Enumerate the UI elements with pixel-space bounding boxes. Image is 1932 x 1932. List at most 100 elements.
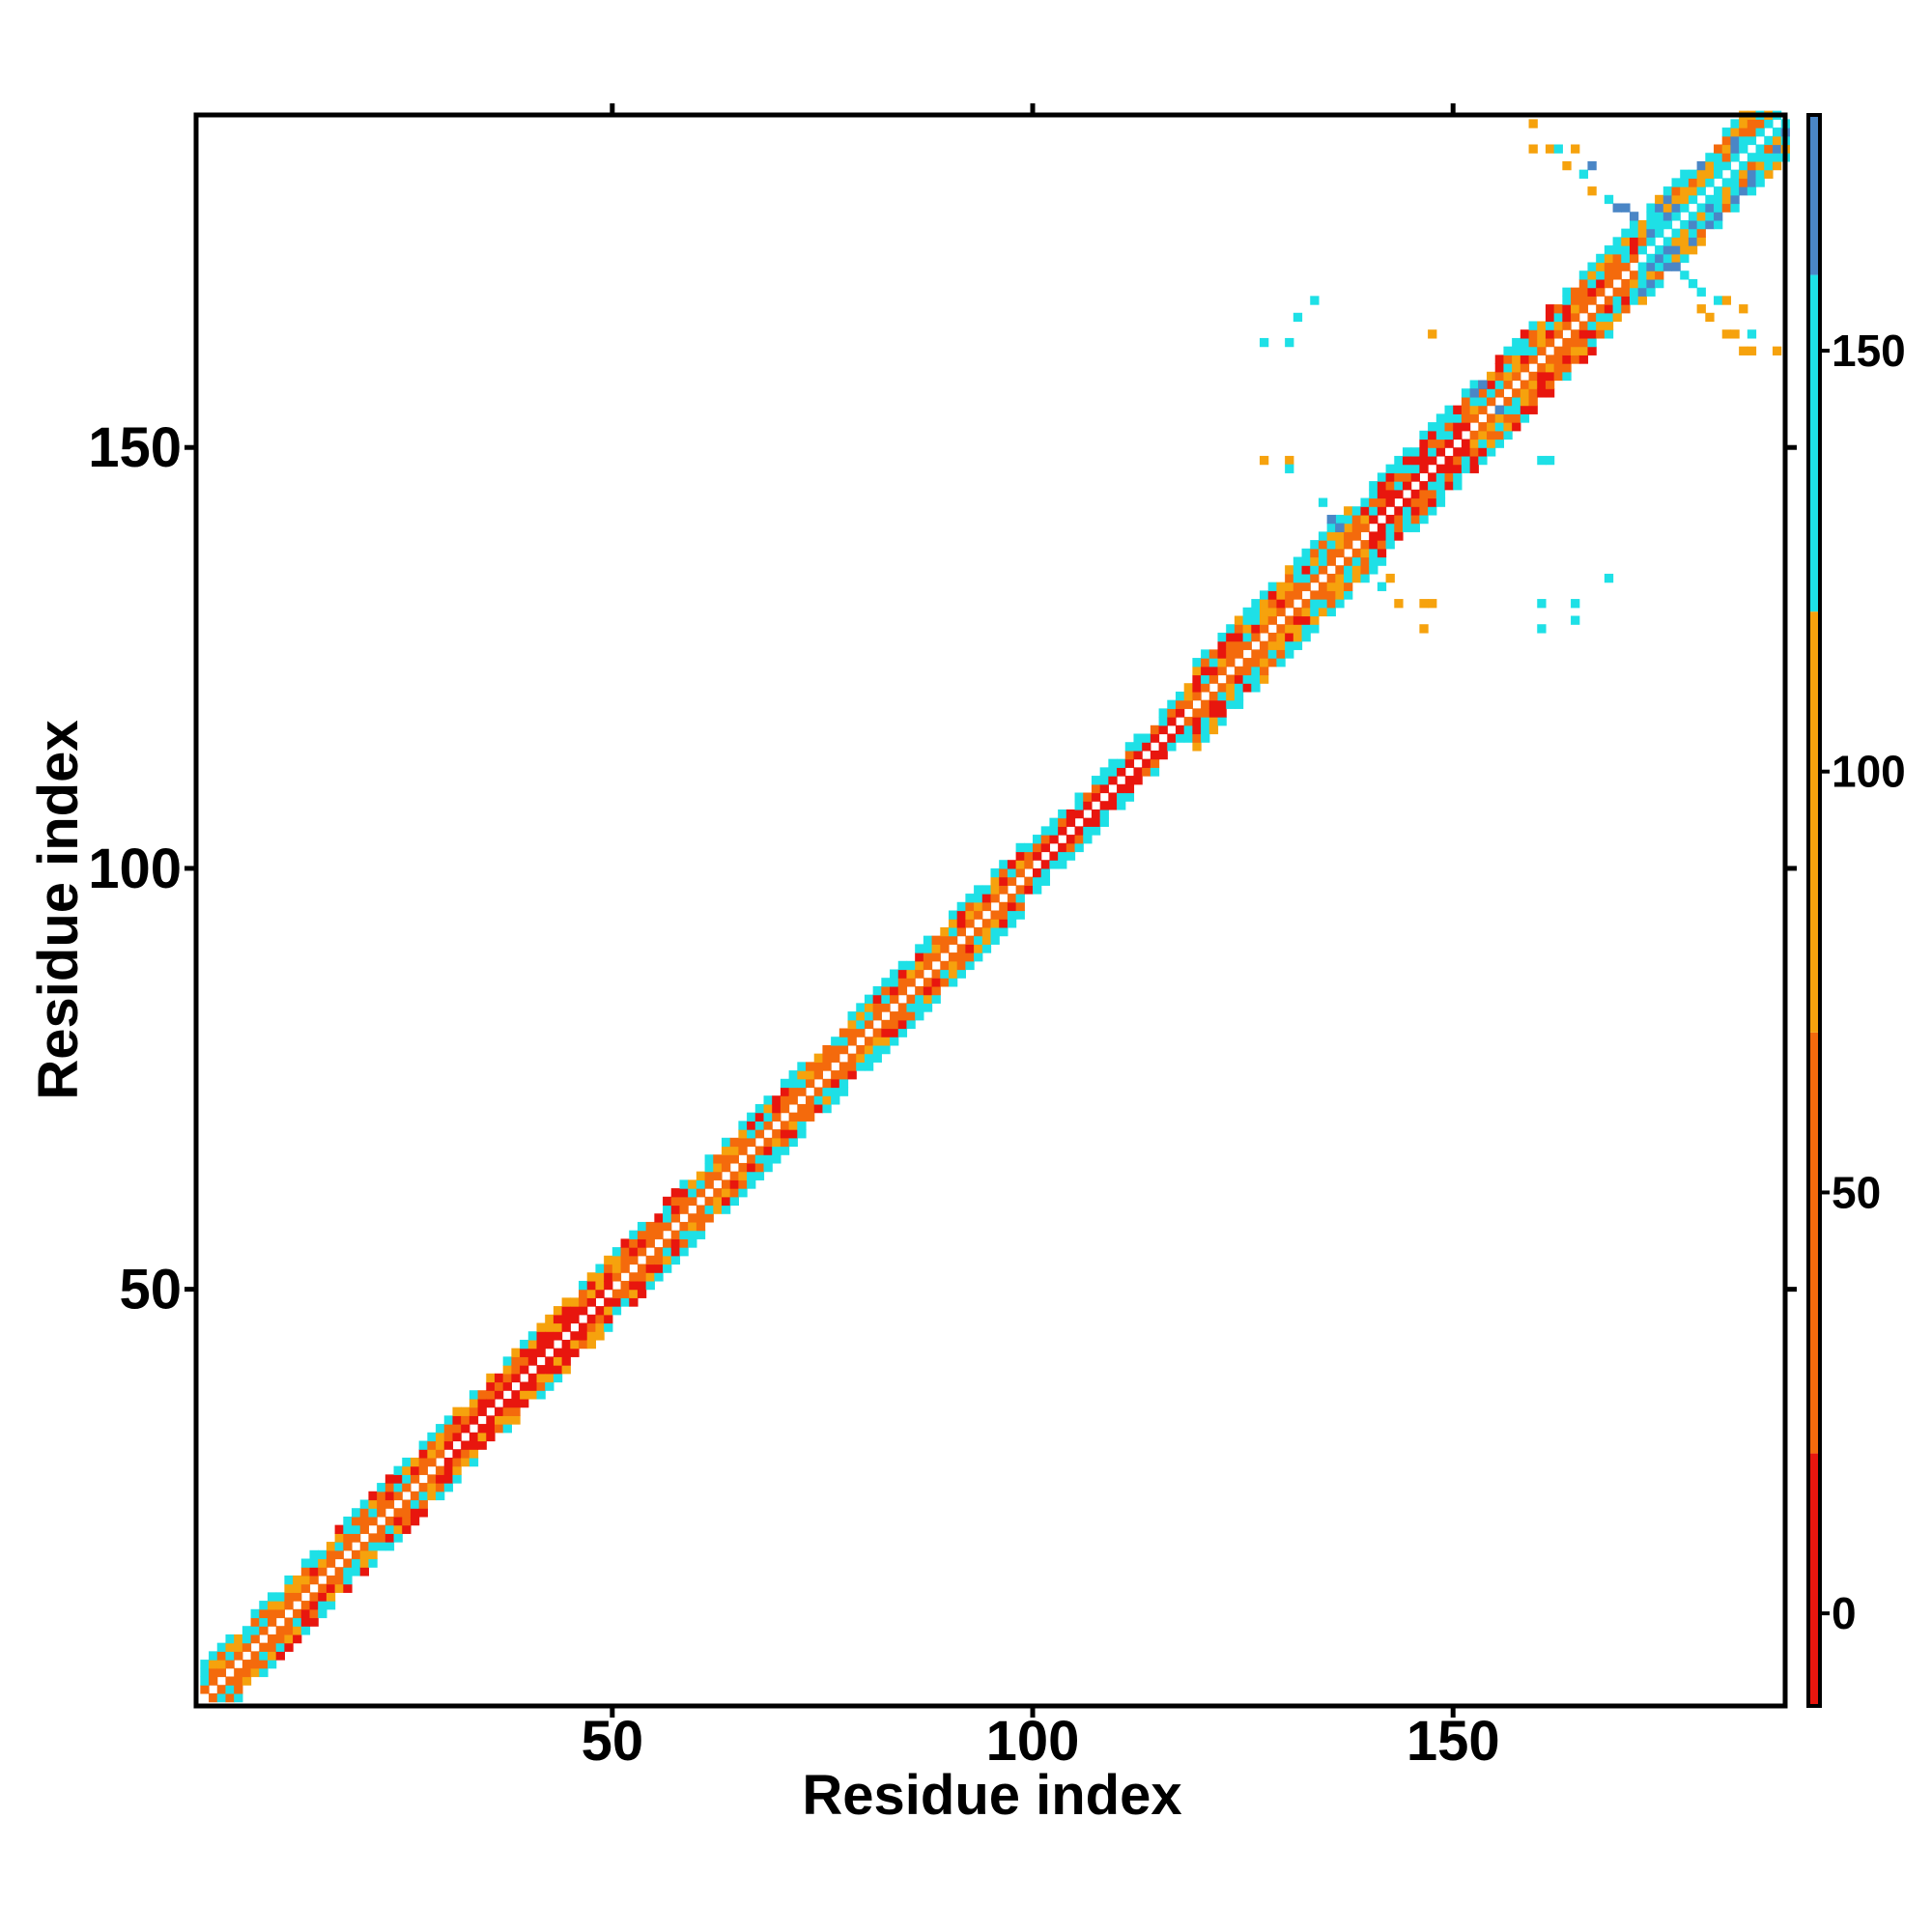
contact-cell: [1571, 599, 1580, 609]
heatmap-cell: [1276, 624, 1286, 634]
heatmap-cell: [352, 1567, 361, 1577]
x-tick-label: 150: [1406, 1710, 1500, 1773]
heatmap-cell: [738, 1146, 748, 1155]
heatmap-cell: [469, 1390, 479, 1400]
heatmap-cell: [1528, 321, 1538, 330]
contact-cell: [1696, 304, 1706, 314]
heatmap-cell: [1074, 801, 1084, 810]
heatmap-cell: [637, 1264, 647, 1273]
heatmap-cell: [234, 1676, 243, 1686]
heatmap-cell: [436, 1449, 445, 1459]
heatmap-cell: [1435, 413, 1446, 423]
heatmap-cell: [872, 1044, 882, 1055]
heatmap-cell: [1730, 203, 1740, 213]
heatmap-cell: [1545, 321, 1555, 330]
heatmap-cell: [1662, 194, 1673, 205]
heatmap-cell: [864, 994, 874, 1004]
heatmap-cell: [1435, 481, 1446, 491]
heatmap-cell: [1562, 355, 1572, 364]
contact-cell: [1629, 212, 1639, 221]
heatmap-cell: [1646, 203, 1656, 213]
heatmap-cell: [915, 1011, 924, 1021]
heatmap-cell: [1545, 363, 1555, 373]
heatmap-cell: [461, 1457, 470, 1467]
heatmap-cell: [965, 944, 975, 953]
heatmap-cell: [1394, 506, 1404, 516]
heatmap-cell: [1478, 447, 1488, 457]
heatmap-cell: [713, 1171, 723, 1180]
heatmap-cell: [654, 1247, 664, 1257]
heatmap-cell: [527, 1390, 538, 1400]
heatmap-cell: [881, 1019, 891, 1030]
heatmap-cell: [822, 1044, 832, 1055]
heatmap-cell: [1099, 801, 1109, 810]
heatmap-cell: [1562, 304, 1572, 314]
heatmap-cell: [890, 969, 899, 979]
heatmap-cell: [1326, 590, 1336, 600]
heatmap-cell: [1578, 304, 1589, 314]
heatmap-cell: [890, 978, 899, 987]
heatmap-cell: [1335, 514, 1345, 525]
heatmap-cell: [645, 1264, 655, 1273]
heatmap-cell: [326, 1549, 336, 1560]
heatmap-cell: [1571, 304, 1580, 314]
contact-cell: [1335, 523, 1345, 532]
heatmap-cell: [1562, 363, 1572, 373]
heatmap-cell: [1217, 649, 1227, 659]
heatmap-cell: [999, 876, 1009, 886]
heatmap-cell: [1545, 337, 1555, 348]
heatmap-cell: [250, 1617, 260, 1627]
heatmap-cell: [545, 1356, 554, 1366]
contact-cell: [1621, 203, 1631, 213]
heatmap-cell: [359, 1524, 370, 1534]
heatmap-cell: [948, 960, 958, 971]
heatmap-cell: [1234, 674, 1244, 684]
heatmap-cell: [1158, 750, 1168, 760]
heatmap-cell: [629, 1247, 639, 1257]
contact-cell: [1293, 312, 1303, 323]
heatmap-cell: [831, 1070, 840, 1080]
heatmap-cell: [1428, 439, 1437, 448]
heatmap-cell: [1410, 455, 1420, 466]
heatmap-cell: [1074, 792, 1084, 802]
heatmap-cell: [1612, 253, 1622, 264]
heatmap-cell: [1124, 776, 1135, 785]
heatmap-cell: [1267, 649, 1278, 659]
heatmap-cell: [477, 1432, 487, 1442]
heatmap-cell: [242, 1642, 252, 1652]
heatmap-cell: [1730, 186, 1740, 196]
heatmap-cell: [309, 1608, 319, 1619]
heatmap-cell: [259, 1601, 269, 1610]
heatmap-cell: [772, 1146, 781, 1155]
heatmap-cell: [527, 1356, 538, 1366]
heatmap-cell: [469, 1449, 479, 1459]
heatmap-cell: [1419, 506, 1429, 516]
heatmap-cell: [225, 1676, 235, 1686]
heatmap-cell: [1562, 296, 1572, 305]
heatmap-cell: [1344, 582, 1353, 591]
heatmap-cell: [1503, 422, 1513, 432]
heatmap-cell: [511, 1348, 521, 1357]
heatmap-cell: [1167, 708, 1177, 718]
contact-cell: [1428, 599, 1437, 609]
heatmap-cell: [1293, 556, 1303, 566]
heatmap-cell: [1671, 194, 1681, 205]
heatmap-cell: [561, 1322, 571, 1332]
heatmap-cell: [1469, 380, 1479, 389]
heatmap-cell: [1267, 599, 1278, 609]
heatmap-cell: [1714, 219, 1723, 230]
heatmap-cell: [604, 1280, 613, 1291]
contact-cell: [1612, 203, 1622, 213]
heatmap-cell: [1015, 901, 1025, 912]
heatmap-cell: [1234, 632, 1244, 642]
contact-cell: [1537, 599, 1547, 609]
heatmap-cell: [1730, 128, 1740, 137]
heatmap-cell: [477, 1390, 487, 1400]
heatmap-cell: [931, 952, 941, 962]
heatmap-cell: [965, 894, 975, 903]
heatmap-cell: [864, 1003, 874, 1012]
heatmap-cell: [1402, 506, 1412, 516]
heatmap-cell: [1646, 287, 1656, 297]
heatmap-cell: [1721, 153, 1732, 162]
